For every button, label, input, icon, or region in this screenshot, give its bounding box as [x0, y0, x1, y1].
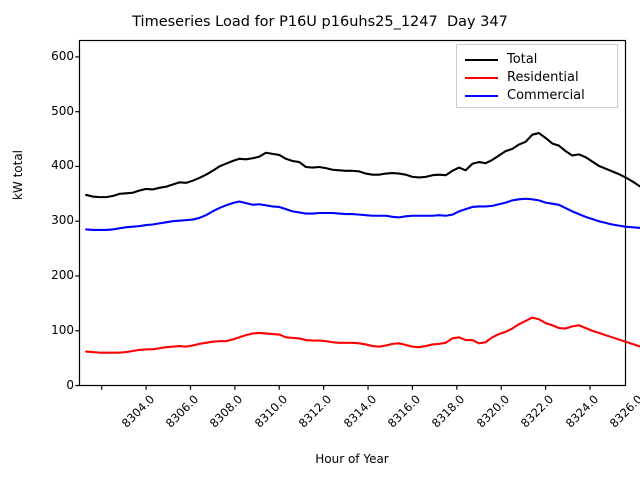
y-tick-label: 0: [66, 377, 74, 392]
x-axis-label: Hour of Year: [315, 452, 389, 466]
legend-entry-commercial: Commercial: [465, 87, 609, 104]
y-tick-marks: [75, 56, 80, 387]
legend-swatch-commercial: [465, 94, 498, 97]
legend-entry-residential: Residential: [465, 69, 609, 86]
y-tick-label: 200: [51, 267, 74, 282]
legend-label-residential: Residential: [507, 70, 579, 85]
legend-swatch-residential: [465, 76, 498, 79]
y-tick-label: 100: [51, 322, 74, 337]
legend-label-total: Total: [507, 52, 538, 67]
y-tick-label: 300: [51, 213, 74, 228]
series-line-commercial: [85, 197, 640, 232]
y-tick-label: 500: [51, 103, 74, 118]
series-line-residential: [85, 316, 640, 354]
y-axis-tick-labels: 0 100 200 300 400 500 600: [12, 0, 74, 480]
series-line-total: [85, 132, 640, 199]
y-tick-label: 600: [51, 48, 74, 63]
chart-title: Timeseries Load for P16U p16uhs25_1247 D…: [132, 14, 508, 30]
legend-label-commercial: Commercial: [507, 88, 585, 103]
y-tick-label: 400: [51, 158, 74, 173]
x-tick-marks: [101, 385, 591, 390]
chart-legend: Total Residential Commercial: [456, 44, 618, 108]
legend-swatch-total: [465, 58, 498, 61]
legend-entry-total: Total: [465, 51, 609, 68]
series-lines: [85, 132, 640, 354]
